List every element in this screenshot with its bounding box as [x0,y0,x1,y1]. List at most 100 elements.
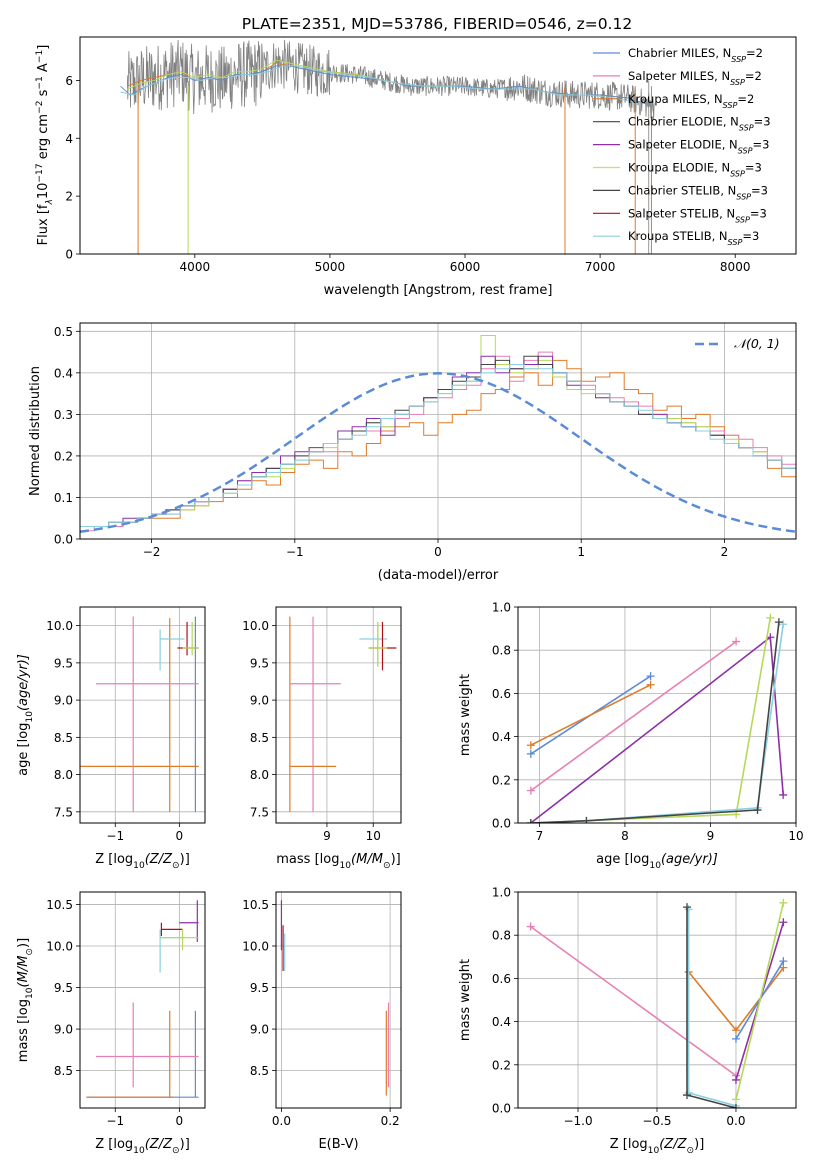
weight-marker [646,680,655,689]
x-axis-label-part: 10 [339,861,351,871]
x-axis-label-part: Z [log [95,1137,133,1152]
normal-curve [80,372,796,533]
y-axis-label: age [log10(age/yr)] [16,654,35,776]
model-spectrum-line [120,65,641,104]
y-tick-label: 0.8 [492,929,511,943]
plot-area [80,616,199,812]
weight-marker [779,918,788,927]
x-tick-label: 9 [707,829,715,843]
x-axis-label: Z [log10(Z/Z⊙)] [95,1137,190,1156]
weight-line [530,684,651,746]
y-tick-label: 8.0 [250,768,269,782]
weight-marker [731,1075,740,1084]
y-axis-label-part: 10 [25,987,35,999]
y-tick-label: 0.8 [492,644,511,658]
y-tick-label: 0.4 [492,730,511,744]
y-axis-label: mass weight [458,674,473,756]
y-axis-label-part: mass [log [16,999,31,1062]
x-tick-label: −0.5 [642,1114,671,1128]
legend-label-part: Chabrier ELODIE, N [628,115,739,129]
y-tick-label: 0.6 [492,972,511,986]
x-tick-label: 5000 [315,260,346,274]
y-tick-label: 10.0 [46,619,73,633]
x-axis-label-part: mass [log [276,852,339,867]
y-axis-label-part: −17 [35,163,45,182]
panel-mass_vs_Z: −1 08.59.09.510.010.5Z [log10(Z/Z⊙)]mass … [16,891,206,1156]
y-axis-label-part: −2 [35,101,45,114]
x-tick-label: 10 [788,829,803,843]
weight-line [530,617,772,823]
legend-label: 𝒩(0, 1) [734,336,780,351]
weight-marker [683,903,692,912]
legend-label-part: =3 [751,183,768,197]
weight-marker [779,957,788,966]
y-tick-label: 6 [65,74,73,88]
plot-area [80,335,796,533]
axes-frame [79,36,797,255]
plot-area [526,898,788,1108]
y-tick-label: 7.5 [250,805,269,819]
weight-marker [766,613,775,622]
weight-line [530,925,737,1077]
legend-label-part: SSP [739,123,754,132]
y-axis-label-part: (age/yr)] [16,654,31,711]
x-tick-label: 8 [621,829,629,843]
y-axis-label-part: ] [36,45,51,50]
y-tick-label: 0.4 [492,1015,511,1029]
y-axis-label-part: age [log [16,723,31,776]
x-axis-label-part: 10 [133,861,145,871]
axes-frame [517,606,797,824]
legend-label-part: SSP [728,238,743,247]
legend-label: Kroupa ELODIE, NSSP=3 [628,161,762,179]
x-axis-label-part: (M/M [351,852,383,867]
x-tick-label: 2 [721,545,729,559]
x-axis-label-part: (Z/Z [145,1137,173,1152]
x-axis-label: mass [log10(M/M⊙)] [276,852,400,871]
y-tick-label: 0.2 [492,773,511,787]
x-axis-label-part: ⊙ [687,1146,695,1156]
x-tick-label: 0 [176,1114,184,1128]
legend-label-part: =3 [754,115,771,129]
legend-label-part: SSP [738,146,753,155]
legend-label-part: Salpeter ELODIE, N [628,138,738,152]
weight-marker [779,898,788,907]
y-tick-label: 7.5 [54,805,73,819]
legend-label-part: Salpeter STELIB, N [628,206,735,220]
y-tick-label: 0.2 [54,449,73,463]
y-tick-label: 0.1 [54,491,73,505]
y-tick-label: 8.5 [250,1064,269,1078]
x-tick-label: 0 [434,545,442,559]
x-tick-label: −2 [143,545,161,559]
legend-label-part: =2 [746,46,763,60]
legend-label-part: SSP [731,55,746,64]
y-axis-label-part: −1 [35,76,45,89]
y-tick-label: 10.5 [46,898,73,912]
legend-label-part: =2 [745,69,762,83]
y-axis-label-part: λ [45,199,55,205]
legend-label-part: Kroupa MILES, N [628,92,723,106]
y-tick-label: 0.3 [54,408,73,422]
y-tick-label: 1.0 [492,886,511,900]
weight-marker [731,1104,740,1108]
x-axis-label-part: ⊙ [172,1146,180,1156]
legend-label: Chabrier MILES, NSSP=2 [628,46,763,64]
y-axis-label-part: )] [16,938,31,948]
observed-spectrum [126,39,655,120]
legend-label-part: =2 [737,92,754,106]
weight-marker [731,1034,740,1043]
weight-marker [526,786,535,795]
x-axis-label-part: 10 [133,1146,145,1156]
legend-label-part: =3 [742,229,759,243]
y-tick-label: 4 [65,132,73,146]
x-axis-label-part: ⊙ [172,861,180,871]
x-axis-label-part: (age/yr)] [661,852,718,867]
y-tick-label: 8.5 [250,731,269,745]
y-tick-label: 9.0 [250,694,269,708]
x-tick-label: 10 [366,829,381,843]
x-axis-label: wavelength [Angstrom, rest frame] [324,283,553,298]
weight-marker [526,749,535,758]
weight-marker [774,618,783,627]
